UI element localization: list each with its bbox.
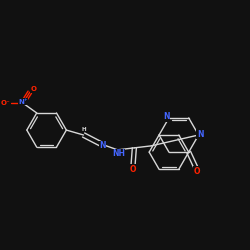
Text: O: O	[194, 166, 200, 175]
Text: H: H	[81, 127, 86, 132]
Text: O: O	[130, 165, 136, 174]
Text: N: N	[197, 130, 203, 139]
Text: N: N	[163, 112, 170, 122]
Text: NH: NH	[112, 150, 125, 158]
Text: N⁺: N⁺	[18, 99, 28, 105]
Text: N: N	[99, 142, 105, 150]
Text: O: O	[30, 86, 36, 92]
Text: O⁻: O⁻	[0, 100, 10, 106]
